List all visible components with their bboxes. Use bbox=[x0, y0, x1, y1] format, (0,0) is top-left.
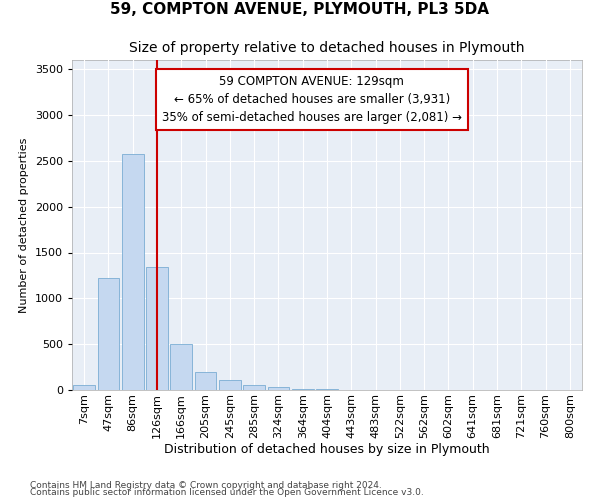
Bar bbox=[146, 267, 168, 390]
Y-axis label: Number of detached properties: Number of detached properties bbox=[19, 138, 29, 312]
Bar bbox=[73, 385, 95, 390]
Bar bbox=[97, 278, 119, 390]
Bar bbox=[292, 389, 314, 390]
Text: 59 COMPTON AVENUE: 129sqm
← 65% of detached houses are smaller (3,931)
35% of se: 59 COMPTON AVENUE: 129sqm ← 65% of detac… bbox=[162, 75, 462, 124]
Text: 59, COMPTON AVENUE, PLYMOUTH, PL3 5DA: 59, COMPTON AVENUE, PLYMOUTH, PL3 5DA bbox=[110, 2, 490, 18]
Bar bbox=[170, 344, 192, 390]
Bar bbox=[268, 388, 289, 390]
Bar bbox=[122, 154, 143, 390]
Bar bbox=[194, 372, 217, 390]
Bar bbox=[243, 386, 265, 390]
Title: Size of property relative to detached houses in Plymouth: Size of property relative to detached ho… bbox=[129, 40, 525, 54]
Text: Contains public sector information licensed under the Open Government Licence v3: Contains public sector information licen… bbox=[30, 488, 424, 497]
Text: Contains HM Land Registry data © Crown copyright and database right 2024.: Contains HM Land Registry data © Crown c… bbox=[30, 480, 382, 490]
X-axis label: Distribution of detached houses by size in Plymouth: Distribution of detached houses by size … bbox=[164, 444, 490, 456]
Bar bbox=[219, 380, 241, 390]
